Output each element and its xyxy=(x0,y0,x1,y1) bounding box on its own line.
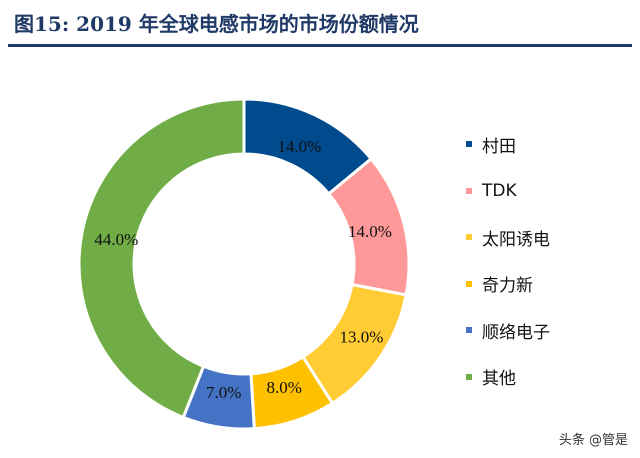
slice-label-3: 13.0% xyxy=(340,328,384,347)
legend-swatch xyxy=(466,280,472,287)
slice-label-6: 44.0% xyxy=(94,230,138,249)
chart-legend: 村田 TDK 太阳诱电奇力新顺络电子其他 xyxy=(466,132,550,411)
legend-swatch xyxy=(466,327,472,333)
legend-swatch xyxy=(466,141,472,147)
legend-item-6: 其他 xyxy=(466,365,550,389)
legend-item-3: 太阳诱电 xyxy=(466,225,550,250)
legend-swatch xyxy=(466,187,472,194)
slice-label-4: 8.0% xyxy=(266,378,301,397)
watermark: 头条 @管是 xyxy=(558,433,628,448)
legend-label: 其他 xyxy=(482,369,516,389)
legend-label: 奇力新 xyxy=(482,276,533,296)
chart-title: 图15: 2019 年全球电感市场的市场份额情况 xyxy=(14,12,419,36)
slice-label-5: 7.0% xyxy=(206,383,241,402)
legend-label: 太阳诱电 xyxy=(482,229,550,250)
slice-label-1: 14.0% xyxy=(277,137,321,156)
legend-item-1: 村田 xyxy=(466,132,550,157)
title-divider xyxy=(8,44,632,47)
legend-label: 村田 xyxy=(482,136,516,157)
donut-slice-6 xyxy=(77,97,246,420)
legend-item-4: 奇力新 xyxy=(466,272,550,296)
legend-swatch xyxy=(466,373,472,380)
legend-item-2: TDK xyxy=(466,179,550,203)
legend-swatch xyxy=(466,234,472,240)
legend-label: 顺络电子 xyxy=(482,322,550,343)
slice-label-2: 14.0% xyxy=(348,222,392,241)
legend-label: TDK xyxy=(482,180,517,201)
legend-item-5: 顺络电子 xyxy=(466,318,550,343)
